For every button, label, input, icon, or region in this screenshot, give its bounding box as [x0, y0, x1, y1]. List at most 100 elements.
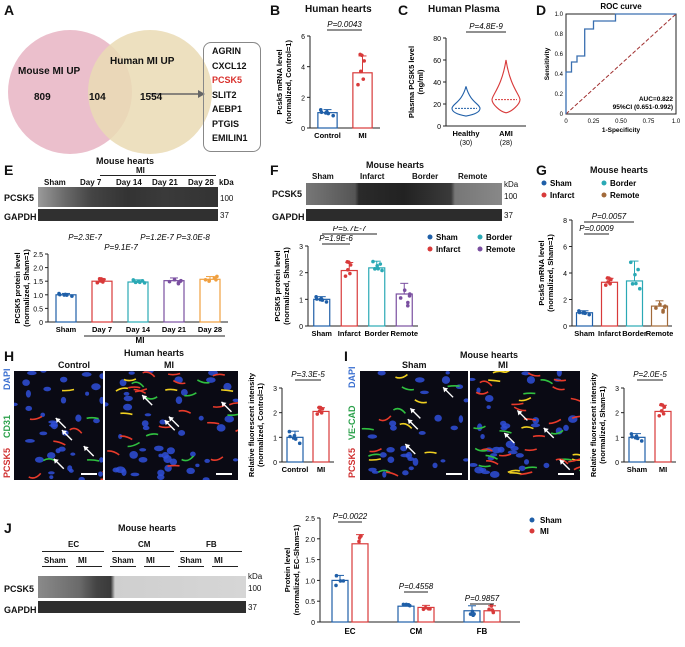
imgI2-nucleus-16	[489, 471, 500, 478]
gene-item-cxcl12: CXCL12	[212, 60, 247, 71]
panel-j-subgroup-2: Sham	[112, 556, 134, 565]
g-point-3-4	[663, 304, 667, 308]
imgH2-nucleus-29	[139, 448, 147, 452]
panel-h-col-mi: MI	[164, 360, 174, 370]
imgH2-signal-8	[165, 388, 178, 392]
g-legend-dot-0	[541, 180, 547, 186]
panel-j-subgroup-line-1	[76, 566, 102, 567]
imgH1-nucleus-21	[22, 379, 30, 386]
f-point-0-5	[319, 296, 324, 301]
imgH2-nucleus-16	[158, 453, 163, 458]
b-point-1-3	[362, 59, 366, 63]
imgH2-nucleus-6	[157, 474, 165, 480]
imgI2-signal-36	[513, 406, 527, 412]
c-ytick-label-4: 80	[433, 36, 441, 43]
imgH1-nucleus-33	[99, 457, 103, 463]
imgH2-signal-28	[212, 373, 226, 377]
f-ylabel-line1: PCSK5 protein level	[273, 250, 282, 321]
panel-e-blot-gapdh	[38, 209, 218, 221]
j-2-sig-text: P=0.9857	[465, 594, 500, 603]
imgI2-signal-31	[473, 425, 486, 430]
imgI2-signal-10	[527, 372, 541, 377]
imgH2-nucleus-41	[142, 425, 150, 431]
imgI1-nucleus-7	[463, 458, 468, 462]
imgH1-nucleus-10	[99, 373, 103, 380]
gene-item-slit2: SLIT2	[212, 89, 237, 100]
panel-h-title: Human hearts	[124, 348, 185, 358]
imgH1-nucleus-15	[68, 468, 74, 473]
panel-e-group-2: Day 14	[116, 178, 142, 187]
panel-e-chart: 0 0.5 1.0 1.5 2.0 2.5 Sham Day 7 Day 14 Day 21 Day…	[13, 233, 228, 345]
i-sig-text: P=2.0E-5	[633, 370, 667, 379]
imgH2-signal-4	[167, 464, 180, 467]
imgI1-nucleus-16	[441, 376, 451, 384]
h-xlabel-0: Control	[282, 465, 309, 474]
imgI1-signal-12	[399, 422, 413, 429]
g-legend-dot-3	[601, 192, 607, 198]
imgI1-nucleus-12	[458, 415, 464, 423]
e-point-2-1	[131, 278, 136, 282]
imgH2-nucleus-26	[129, 451, 138, 459]
g-point-0-1	[587, 312, 592, 317]
e-xlabel-2: Day 14	[126, 325, 151, 334]
panel-f-mw-100: 100	[504, 192, 518, 201]
imgI2-nucleus-11	[556, 371, 562, 377]
h-sig-text: P=3.3E-5	[291, 370, 325, 379]
g-legend-label-3: Remote	[610, 191, 640, 200]
panel-j-subgroup-line-0	[42, 566, 68, 567]
e-ylabel-line1: PCSK5 protein level	[13, 252, 22, 323]
d-ytick-0: 0	[560, 112, 564, 118]
d-ytick-4: 0.8	[555, 32, 564, 38]
d-xtick-1: 0.25	[588, 119, 600, 125]
f-point-2-1	[371, 259, 375, 264]
imgH1-nucleus-4	[25, 405, 33, 412]
imgI2-nucleus-28	[501, 423, 511, 429]
i-ytick-label-0: 0	[615, 460, 619, 467]
imgI2-signal-17	[523, 418, 537, 421]
imgI2-signal-30	[474, 447, 488, 452]
imgI1-nucleus-26	[450, 425, 458, 431]
b-xlabel-1: MI	[358, 131, 366, 140]
j-ylabel-line1: Protein level	[283, 548, 292, 593]
imgI2-signal-29	[540, 379, 554, 385]
f-legend-dot-2	[427, 246, 433, 252]
j-point-1-0-2	[406, 603, 411, 607]
c-count-0: (30)	[460, 140, 472, 147]
imgI1-nucleus-15	[432, 462, 438, 469]
e-ytick-label-2: 1.0	[33, 293, 43, 300]
panel-f-group-0: Sham	[312, 172, 334, 181]
i-point-1-4	[657, 413, 662, 418]
imgH1-nucleus-31	[27, 371, 37, 376]
d-title: ROC curve	[600, 2, 642, 11]
j-0-sig-text: P=0.0022	[333, 512, 368, 521]
d-xtick-0: 0	[564, 119, 568, 125]
imgH2-signal-26	[127, 441, 141, 448]
imgI2-nucleus-1	[515, 453, 524, 458]
imgH2-nucleus-1	[186, 467, 195, 475]
imgH2-nucleus-17	[128, 371, 135, 375]
venn-right-count: 1554	[140, 92, 163, 103]
h-bar-1	[312, 410, 330, 463]
imgH1-signal-6	[29, 415, 43, 421]
panel-j-subgroup-line-3	[144, 566, 170, 567]
j-point-2-1-1	[491, 610, 496, 615]
imgH2-signal-3	[227, 413, 238, 417]
g-ytick-label-1: 2	[563, 298, 567, 305]
imgH2-nucleus-24	[224, 415, 235, 423]
panel-i-chart: 0 1 2 3 Sham MI Relative fluorescent intensity…	[589, 370, 676, 477]
venn-right-circle	[88, 30, 212, 154]
panel-i-stain-pcsk5: PCSK5	[347, 447, 357, 478]
imgH2-nucleus-18	[178, 430, 186, 436]
panel-h-image-control	[14, 371, 103, 480]
g-point-2-1	[628, 260, 633, 265]
h-bar-0	[286, 436, 304, 463]
imgI2-signal-4	[523, 392, 536, 395]
imgI2-signal-16	[475, 391, 489, 395]
panel-f-row-pcsk5: PCSK5	[272, 189, 303, 199]
imgH1-signal-4	[100, 478, 103, 480]
panel-i-stain-dapi: DAPI	[347, 366, 357, 388]
imgI2-nucleus-14	[563, 424, 569, 432]
i-ylabel-line1: Relative fluorescent intensity	[589, 372, 598, 477]
imgI1-signal-6	[369, 448, 382, 453]
imgH2-nucleus-15	[138, 456, 148, 463]
